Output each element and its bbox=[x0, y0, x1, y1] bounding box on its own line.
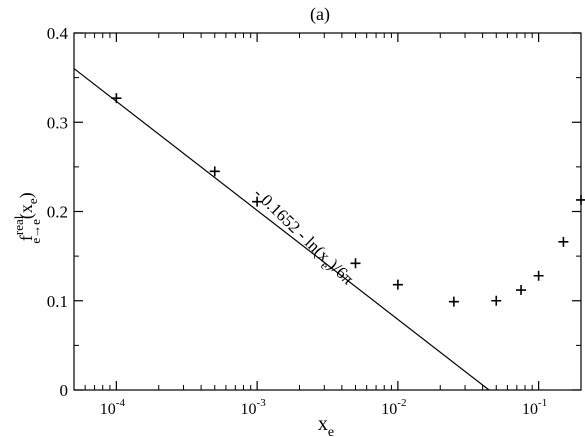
y-tick-label: 0.3 bbox=[47, 113, 68, 132]
x-tick-label: 10-2 bbox=[381, 397, 406, 418]
panel-label: (a) bbox=[310, 4, 330, 25]
x-tick-label: 10-4 bbox=[100, 397, 126, 418]
xlabel-sub: e bbox=[328, 425, 334, 437]
data-point-7 bbox=[491, 295, 502, 306]
data-point-9 bbox=[533, 270, 544, 281]
fit-label-part1: - 0.1652 - ln(x bbox=[250, 184, 334, 266]
ylabel-base: f bbox=[16, 235, 36, 241]
y-tick-label: 0.4 bbox=[47, 24, 69, 43]
fit-line bbox=[73, 68, 490, 391]
plot-frame bbox=[73, 32, 582, 391]
plot-marks bbox=[73, 68, 585, 391]
data-point-5 bbox=[392, 279, 403, 290]
xlabel-base: x bbox=[318, 413, 328, 435]
y-axis-title: freal e→e(xe) bbox=[11, 192, 43, 243]
fit-line-label: - 0.1652 - ln(xe)/6π bbox=[247, 184, 358, 292]
data-point-4 bbox=[350, 258, 361, 269]
ylabel-arg-sub: e bbox=[25, 198, 40, 204]
y-tick-label: 0.2 bbox=[47, 203, 68, 222]
x-tick-label: 10-1 bbox=[522, 397, 547, 418]
data-point-6 bbox=[448, 296, 459, 307]
data-point-8 bbox=[516, 285, 527, 296]
x-axis-title: xe bbox=[318, 413, 334, 437]
y-tick-label: 0 bbox=[60, 381, 69, 400]
svg-text:- 0.1652 - ln(xe)/6π: - 0.1652 - ln(xe)/6π bbox=[247, 184, 358, 292]
ylabel-sub: e→e bbox=[28, 219, 43, 244]
data-point-3 bbox=[252, 196, 263, 207]
data-point-2 bbox=[209, 166, 220, 177]
x-tick-label: 10-3 bbox=[241, 397, 267, 418]
axis-ticks: 0 0.1 0.2 0.3 0.4 10-4 10-3 10-2 10-1 bbox=[47, 24, 582, 418]
data-point-10 bbox=[558, 236, 569, 247]
y-tick-label: 0.1 bbox=[47, 292, 68, 311]
data-point-1 bbox=[111, 93, 122, 104]
ylabel-arg: x bbox=[16, 204, 36, 213]
ylabel-sup: real bbox=[11, 215, 26, 235]
